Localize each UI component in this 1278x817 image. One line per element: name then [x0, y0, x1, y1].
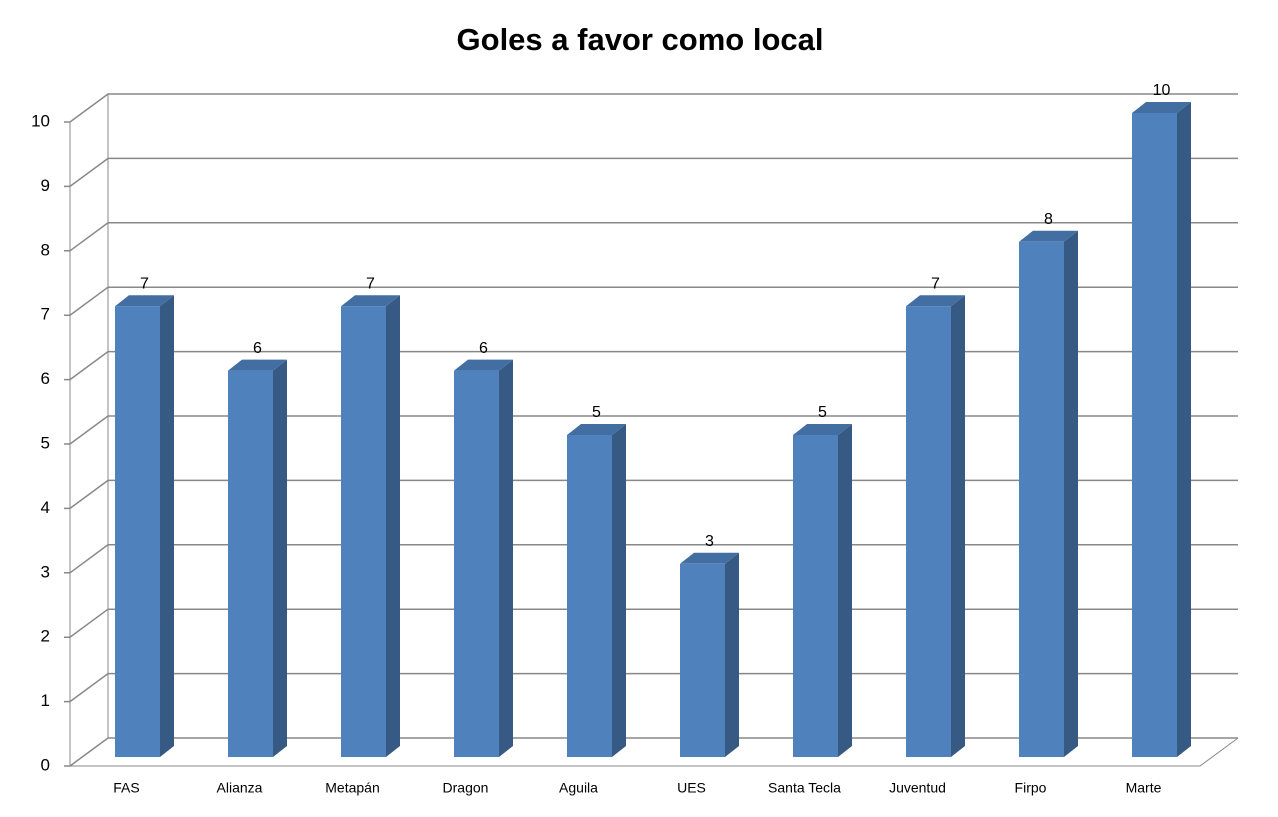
grid-line [64, 672, 1238, 703]
y-tick-label: 8 [41, 240, 50, 259]
bar-side [386, 295, 400, 757]
grid-line [64, 415, 1238, 445]
y-tick-label: 7 [41, 305, 50, 324]
value-label: 7 [931, 275, 940, 292]
x-tick-label: Metapán [325, 780, 379, 796]
bar-side [160, 295, 174, 757]
x-tick-label: Firpo [1015, 780, 1047, 796]
x-tick-label: Aguila [559, 780, 598, 796]
bar-side [951, 295, 965, 757]
value-label: 6 [253, 340, 262, 357]
bar-top [454, 359, 513, 371]
bar [567, 435, 612, 757]
bar-top [341, 295, 400, 307]
bar-top [906, 295, 965, 307]
grid-line [64, 608, 1238, 638]
grid-line [64, 479, 1238, 510]
value-label: 5 [818, 404, 827, 421]
value-label: 7 [366, 275, 375, 292]
bar [680, 563, 725, 757]
value-label: 6 [479, 340, 488, 357]
bar-side [1064, 230, 1078, 758]
value-label: 7 [140, 275, 149, 292]
bar-side [838, 424, 852, 757]
bar [115, 306, 160, 757]
x-tick-label: Dragon [443, 780, 489, 796]
bar-side [499, 359, 513, 757]
floor-edge [70, 737, 1239, 767]
grid-line [64, 544, 1238, 574]
y-tick-label: 4 [41, 498, 50, 517]
y-tick-label: 5 [41, 433, 50, 452]
y-tick-label: 9 [41, 176, 50, 195]
x-tick-label: FAS [113, 780, 139, 796]
bar-top [680, 552, 739, 564]
bar [341, 306, 386, 757]
y-tick-label: 2 [41, 627, 50, 646]
grid-line [64, 286, 1238, 316]
bar-side [612, 424, 626, 757]
bar-side [725, 552, 739, 757]
bar-top [1019, 230, 1078, 242]
grid-line [64, 350, 1238, 381]
value-label: 8 [1044, 211, 1053, 228]
y-tick-label: 1 [41, 691, 50, 710]
x-tick-label: UES [677, 780, 706, 796]
x-tick-label: Santa Tecla [768, 780, 841, 796]
grid-line [64, 93, 1238, 123]
x-tick-label: Marte [1126, 780, 1162, 796]
bar-side [1177, 102, 1191, 757]
grid-line [64, 157, 1238, 188]
bar-side [273, 359, 287, 757]
bar [793, 435, 838, 757]
bar [454, 370, 499, 757]
bar [1019, 241, 1064, 758]
y-tick-label: 0 [41, 755, 50, 774]
bar-top [115, 295, 174, 307]
bar-top [228, 359, 287, 371]
bar [1132, 113, 1177, 757]
chart-title: Goles a favor como local [457, 22, 824, 57]
bar-top [1132, 102, 1191, 113]
value-label: 3 [705, 533, 714, 550]
y-tick-label: 3 [41, 562, 50, 581]
value-label: 10 [1153, 82, 1171, 99]
bar-top [567, 424, 626, 435]
y-tick-label: 6 [41, 369, 50, 388]
bar-top [793, 424, 852, 435]
x-tick-label: Juventud [889, 780, 946, 796]
bar [228, 370, 273, 757]
bar [906, 306, 951, 757]
grid-line [64, 222, 1238, 252]
value-label: 5 [592, 404, 601, 421]
y-tick-label: 10 [31, 111, 50, 130]
grid-line [64, 737, 1238, 767]
x-tick-label: Alianza [217, 780, 263, 796]
